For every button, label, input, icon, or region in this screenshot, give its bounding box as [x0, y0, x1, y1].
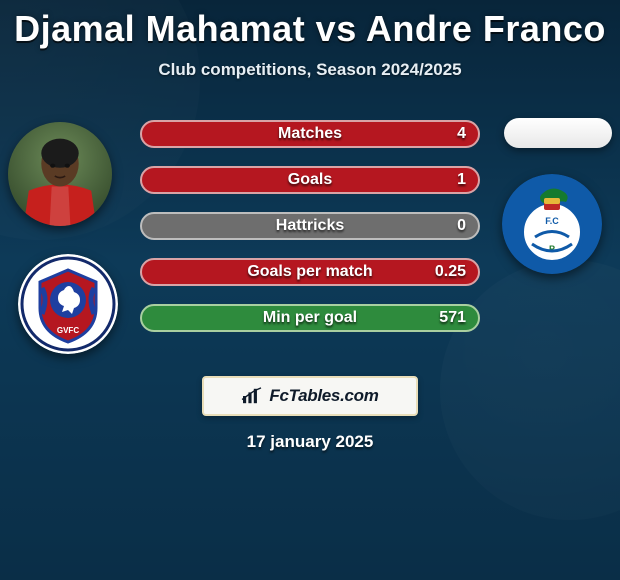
content-area: GVFC F.C P Matches4Goals1Hattri	[0, 104, 620, 364]
stat-label: Min per goal	[263, 309, 357, 327]
stat-row: Goals 1	[140, 166, 480, 194]
team-left-crest: GVFC	[18, 254, 118, 354]
stat-label: Goals per match	[247, 263, 372, 281]
crest-svg: F.C P	[502, 174, 602, 274]
player-left-avatar	[8, 122, 112, 226]
comparison-card: Djamal Mahamat vs Andre Franco Club comp…	[0, 0, 620, 580]
stat-label: Goals	[288, 171, 332, 189]
date-line: 17 january 2025	[0, 432, 620, 452]
stat-right-value: 0.25	[435, 263, 466, 281]
brand-suffix: .com	[340, 386, 378, 405]
subtitle: Club competitions, Season 2024/2025	[0, 60, 620, 80]
svg-text:F.C: F.C	[545, 216, 559, 226]
crest-svg: GVFC	[18, 254, 118, 354]
stats-list: Matches 4 Goals 1 Hattricks 0 Goals per match 0…	[140, 120, 480, 350]
avatar-svg	[8, 122, 112, 226]
chart-icon	[241, 387, 263, 405]
branding-box: FcTables.com	[202, 376, 418, 416]
stat-right-value: 571	[439, 309, 466, 327]
stat-label: Hattricks	[276, 217, 344, 235]
stat-row: Matches 4	[140, 120, 480, 148]
stat-label: Matches	[278, 125, 342, 143]
stat-right-value: 0	[457, 217, 466, 235]
stat-row: Min per goal 571	[140, 304, 480, 332]
player-right-avatar-placeholder	[504, 118, 612, 148]
stat-row: Goals per match 0.25	[140, 258, 480, 286]
stat-right-value: 1	[457, 171, 466, 189]
team-right-crest: F.C P	[502, 174, 602, 274]
brand-text: FcTables.com	[269, 386, 378, 406]
stat-row: Hattricks 0	[140, 212, 480, 240]
svg-text:GVFC: GVFC	[57, 326, 79, 335]
page-title: Djamal Mahamat vs Andre Franco	[0, 8, 620, 50]
brand-name: FcTables	[269, 386, 340, 405]
stat-right-value: 4	[457, 125, 466, 143]
